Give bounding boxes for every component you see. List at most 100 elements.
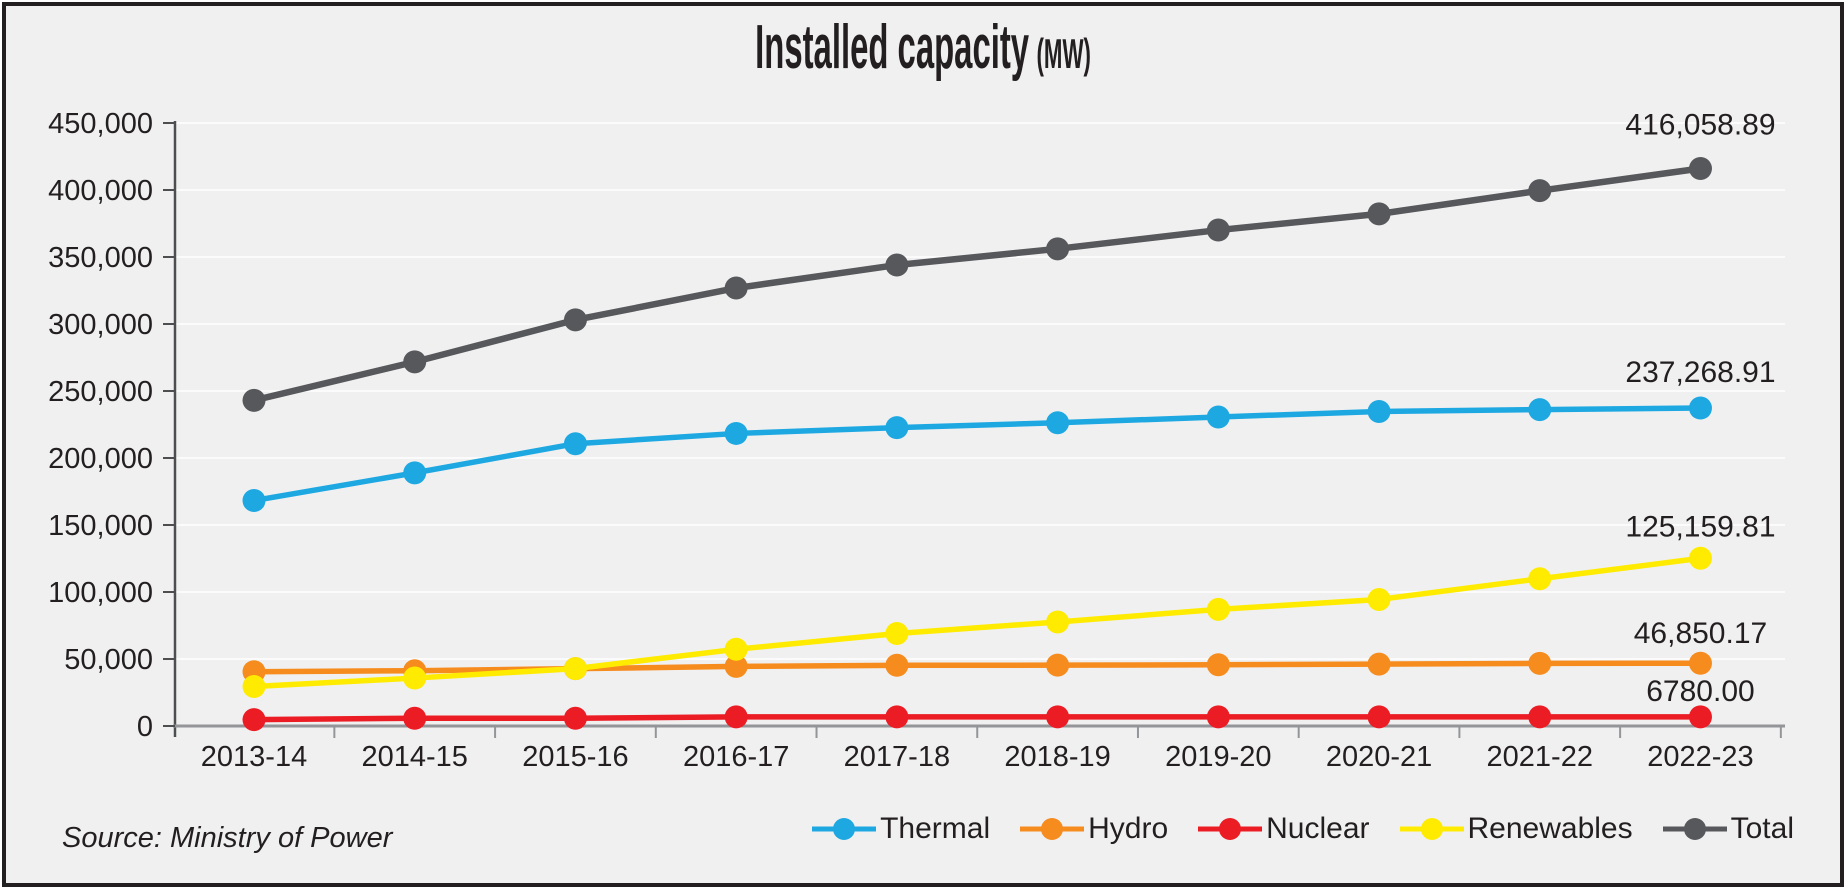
series-thermal — [242, 396, 1712, 513]
data-point — [1367, 652, 1391, 676]
x-tick-label: 2022-23 — [1647, 741, 1753, 773]
y-tick-label: 50,000 — [64, 644, 153, 676]
data-point — [885, 622, 909, 646]
data-point — [563, 308, 587, 332]
data-point — [1528, 651, 1552, 675]
legend-marker-icon — [1198, 818, 1263, 840]
data-point — [1528, 705, 1552, 729]
x-tick-label: 2020-21 — [1326, 741, 1432, 773]
data-point — [403, 461, 427, 485]
legend-marker-icon — [1399, 818, 1464, 840]
data-point — [1528, 567, 1552, 591]
gridlines — [175, 122, 1785, 660]
series-line — [250, 165, 1704, 404]
series-line — [251, 660, 1704, 675]
x-tick-label: 2021-22 — [1487, 741, 1593, 773]
y-tick-label: 350,000 — [48, 242, 153, 274]
data-point — [1206, 597, 1230, 621]
legend-marker-icon — [812, 818, 877, 840]
data-point — [1046, 705, 1070, 729]
data-point — [1046, 411, 1070, 435]
data-point — [563, 432, 587, 456]
data-point — [1046, 653, 1070, 677]
legend-item-total: Total — [1662, 812, 1794, 846]
y-tick-label: 300,000 — [48, 309, 153, 341]
x-tick-label: 2015-16 — [522, 741, 628, 773]
data-point — [724, 421, 748, 445]
data-point — [1367, 587, 1391, 611]
x-tick-label: 2013-14 — [201, 741, 307, 773]
data-point — [724, 276, 748, 300]
legend-marker-icon — [1662, 818, 1727, 840]
end-value-label: 125,159.81 — [1625, 510, 1775, 543]
data-point — [885, 253, 909, 277]
series-renewables — [242, 546, 1712, 699]
data-point — [724, 637, 748, 661]
end-value-label: 46,850.17 — [1634, 617, 1767, 650]
data-point — [403, 666, 427, 690]
data-point — [1206, 653, 1230, 677]
data-point — [1367, 399, 1391, 423]
y-tick-label: 250,000 — [48, 376, 153, 408]
x-tick-label: 2016-17 — [683, 741, 789, 773]
series-nuclear — [242, 705, 1712, 732]
data-point — [403, 706, 427, 730]
y-tick-label: 200,000 — [48, 443, 153, 475]
chart-title-unit: (MW) — [1036, 30, 1091, 77]
data-point — [1206, 705, 1230, 729]
data-point — [885, 705, 909, 729]
chart-title-text: Installed capacity — [755, 13, 1030, 82]
legend-item-nuclear: Nuclear — [1198, 812, 1370, 846]
y-tick-label: 0 — [137, 711, 153, 743]
source-note: Source: Ministry of Power — [62, 822, 393, 854]
data-point — [242, 489, 266, 513]
data-point — [242, 675, 266, 699]
data-point — [1367, 202, 1391, 226]
legend-item-thermal: Thermal — [812, 812, 990, 846]
y-tick-label: 150,000 — [48, 510, 153, 542]
legend-label: Thermal — [880, 812, 991, 845]
x-axis-ticks: 2013-14 2014-15 2015-16 2016-17 2017-18 2018-… — [201, 726, 1782, 773]
end-value-label: 6780.00 — [1646, 675, 1754, 708]
x-tick-label: 2017-18 — [844, 741, 950, 773]
axes — [173, 121, 1785, 737]
data-point — [1528, 179, 1552, 203]
data-point — [1206, 405, 1230, 429]
legend-item-hydro: Hydro — [1020, 812, 1168, 846]
data-point — [563, 657, 587, 681]
series-line — [251, 714, 1704, 723]
x-tick-label: 2018-19 — [1004, 741, 1110, 773]
data-point — [1688, 156, 1712, 180]
data-point — [1046, 237, 1070, 261]
data-point — [1367, 705, 1391, 729]
series-hydro — [242, 651, 1712, 684]
legend-marker-icon — [1020, 818, 1085, 840]
data-point — [1688, 546, 1712, 570]
data-point — [242, 708, 266, 732]
data-point — [885, 653, 909, 677]
end-value-label: 237,268.91 — [1625, 356, 1775, 389]
data-labels: 237,268.91 46,850.17 6780.00 125,159.81 416,… — [1625, 108, 1775, 707]
legend-label: Total — [1730, 812, 1794, 845]
series-total — [242, 156, 1712, 412]
legend-item-renewables: Renewables — [1399, 812, 1633, 846]
legend-label: Nuclear — [1266, 812, 1370, 845]
y-tick-label: 100,000 — [48, 577, 153, 609]
data-point — [563, 706, 587, 730]
data-point — [885, 416, 909, 440]
y-axis-ticks: 0 50,000 100,000 150,000 200,000 250,000 300,0… — [48, 108, 175, 743]
legend: Thermal Hydro Nuclear Renewables Total — [812, 812, 1794, 846]
x-tick-label: 2014-15 — [362, 741, 468, 773]
data-point — [242, 388, 266, 412]
series-line — [251, 405, 1704, 504]
data-point — [724, 654, 748, 678]
data-point — [1528, 398, 1552, 422]
series-line — [251, 555, 1704, 690]
data-point — [1688, 396, 1712, 420]
data-point — [403, 350, 427, 374]
data-point — [1688, 651, 1712, 675]
x-tick-label: 2019-20 — [1165, 741, 1271, 773]
y-tick-label: 400,000 — [48, 175, 153, 207]
